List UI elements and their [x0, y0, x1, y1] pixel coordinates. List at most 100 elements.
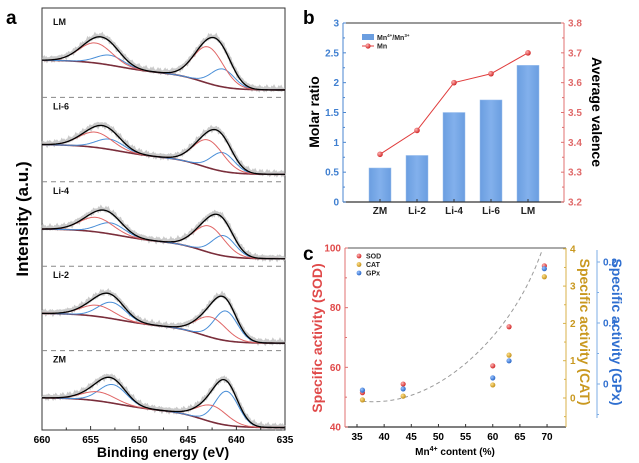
- panel-a-xtick-label: 640: [228, 435, 245, 446]
- bar-zm: [368, 167, 392, 203]
- panel-b-y2tick-label: 3.2: [568, 198, 582, 209]
- panel-c-y2label: Specific activity (CAT): [577, 259, 593, 406]
- panel-c-trendline: [362, 251, 543, 403]
- point-gpx: [506, 358, 512, 364]
- legend-label-gpx: GPx: [366, 271, 380, 278]
- valence-point-zm: [377, 151, 383, 158]
- panel-c-xtick-label: 70: [541, 432, 553, 443]
- legend-marker-sod: [356, 253, 362, 259]
- background-line: [41, 397, 285, 429]
- point-sod: [400, 381, 406, 387]
- point-cat: [506, 352, 512, 358]
- panel-c-xtick-label: 35: [351, 432, 363, 443]
- panel-c-legend: SOD CAT GPx: [356, 253, 381, 278]
- panel-b-legend: Mn4+/Mn3+ Mn: [362, 33, 410, 51]
- panel-b-y2tick-label: 3.6: [568, 78, 582, 89]
- envelope-fit: [42, 376, 285, 429]
- panel-letter-a: a: [6, 8, 17, 29]
- spectrum-li-6: Li-6: [40, 101, 287, 178]
- panel-b-y2tick-label: 3.4: [568, 138, 582, 149]
- bar-li-6: [479, 99, 503, 203]
- legend-swatch-marker: [365, 43, 371, 49]
- panel-b-ytick-label: 1.5: [325, 108, 339, 119]
- sample-label: ZM: [53, 355, 66, 365]
- panel-a-ylabel: Intensity (a.u.): [13, 161, 32, 276]
- panel-a-xtick-label: 650: [131, 435, 148, 446]
- legend-marker-gpx: [356, 270, 362, 276]
- point-gpx: [359, 387, 366, 393]
- point-gpx: [400, 386, 406, 392]
- valence-point-li-6: [488, 70, 494, 77]
- spectrum-zm: ZM: [41, 355, 286, 432]
- raw-data-trace: [40, 204, 287, 263]
- point-cat: [359, 397, 366, 403]
- panel-b-y2tick-label: 3.7: [568, 48, 582, 59]
- panel-c-ytick-label: 80: [330, 303, 342, 314]
- panel-a-xps-spectra: LM Li-6 Li-4 Li-2 ZM 660 655 650 645 640 635 Bind…: [13, 7, 294, 460]
- legend-label-sod: SOD: [366, 254, 381, 261]
- legend-label-cat: CAT: [366, 262, 381, 269]
- point-sod: [506, 324, 512, 330]
- bar-li-4: [442, 112, 466, 203]
- panel-a-xlabel: Binding energy (eV): [97, 444, 229, 460]
- panel-b-xtick-label: Li-4: [445, 206, 463, 217]
- panel-b-ytick-label: 3: [333, 19, 339, 30]
- panel-b-ytick-label: 1: [333, 138, 339, 149]
- panel-c-xtick-label: 40: [379, 432, 391, 443]
- bar-lm: [516, 65, 540, 203]
- panel-a-xtick-label: 660: [34, 435, 51, 446]
- panel-c-y2tick-label: 4: [570, 244, 576, 255]
- panel-c-ytick-label: 40: [330, 423, 342, 434]
- envelope-fit: [42, 124, 285, 176]
- panel-c-y2tick-label: 2: [570, 319, 576, 330]
- mn4-fit-component: [41, 42, 285, 91]
- sample-label: Li-4: [53, 186, 69, 196]
- panel-c-y3tick-label: 0: [603, 380, 609, 391]
- envelope-fit: [41, 292, 285, 344]
- panel-b-xtick-label: Li-6: [482, 206, 500, 217]
- valence-point-li-2: [414, 127, 420, 134]
- legend-label-ratio: Mn4+/Mn3+: [377, 33, 410, 42]
- point-cat: [490, 382, 496, 388]
- panel-b-xtick-label: LM: [521, 206, 535, 217]
- legend-marker-cat: [356, 262, 362, 267]
- panel-b-ytick-label: 0: [333, 198, 339, 209]
- sample-label: Li-2: [53, 270, 69, 280]
- raw-data-trace: [40, 121, 287, 178]
- panel-c-y3tick-label: 0.2: [603, 258, 617, 269]
- panel-a-xtick-label: 635: [277, 435, 294, 446]
- panel-b-ytick-label: 2: [333, 78, 339, 89]
- panel-b-bar-line: 0 0.5 1 1.5 2 2.5 3 3.2 3.3 3.4 3.5 3.6 3.7 3.8 ZM Li-2…: [306, 19, 605, 218]
- raw-data-trace: [40, 288, 287, 347]
- legend-swatch-bar: [362, 34, 374, 40]
- panel-b-ytick-label: 2.5: [325, 48, 339, 59]
- spectrum-li-2: Li-2: [40, 270, 287, 347]
- panel-c-xtick-label: 45: [406, 432, 418, 443]
- panel-b-y2tick-label: 3.8: [568, 19, 582, 30]
- panel-b-y2tick-label: 3.3: [568, 168, 582, 179]
- panel-c-ytick-label: 60: [330, 363, 342, 374]
- panel-a-xtick-label: 655: [82, 435, 99, 446]
- panel-b-xtick-label: ZM: [373, 206, 387, 217]
- panel-c-xtick-label: 50: [433, 432, 445, 443]
- bar-li-2: [405, 155, 429, 203]
- panel-a-xtick-label: 645: [179, 435, 196, 446]
- panel-c-y2tick-label: 0: [570, 394, 576, 405]
- panel-c-xtick-label: 65: [514, 432, 526, 443]
- valence-point-li-4: [451, 79, 457, 86]
- panel-b-xtick-label: Li-2: [408, 206, 426, 217]
- panel-c-y3tick-label: 0.1: [603, 319, 617, 330]
- panel-letter-b: b: [303, 8, 315, 29]
- panel-c-y2tick-label: 3: [570, 282, 576, 293]
- panel-b-y2tick-label: 3.5: [568, 108, 582, 119]
- point-cat: [400, 393, 406, 399]
- envelope-fit: [42, 209, 285, 260]
- spectrum-li-4: Li-4: [40, 186, 287, 263]
- panel-b-ylabel: Molar ratio: [306, 76, 322, 148]
- spectrum-lm: LM: [41, 17, 286, 93]
- panel-b-y2label: Average valence: [589, 57, 605, 167]
- raw-data-trace: [41, 31, 286, 93]
- panel-c-y3label: Specific activity (GPx): [609, 258, 625, 405]
